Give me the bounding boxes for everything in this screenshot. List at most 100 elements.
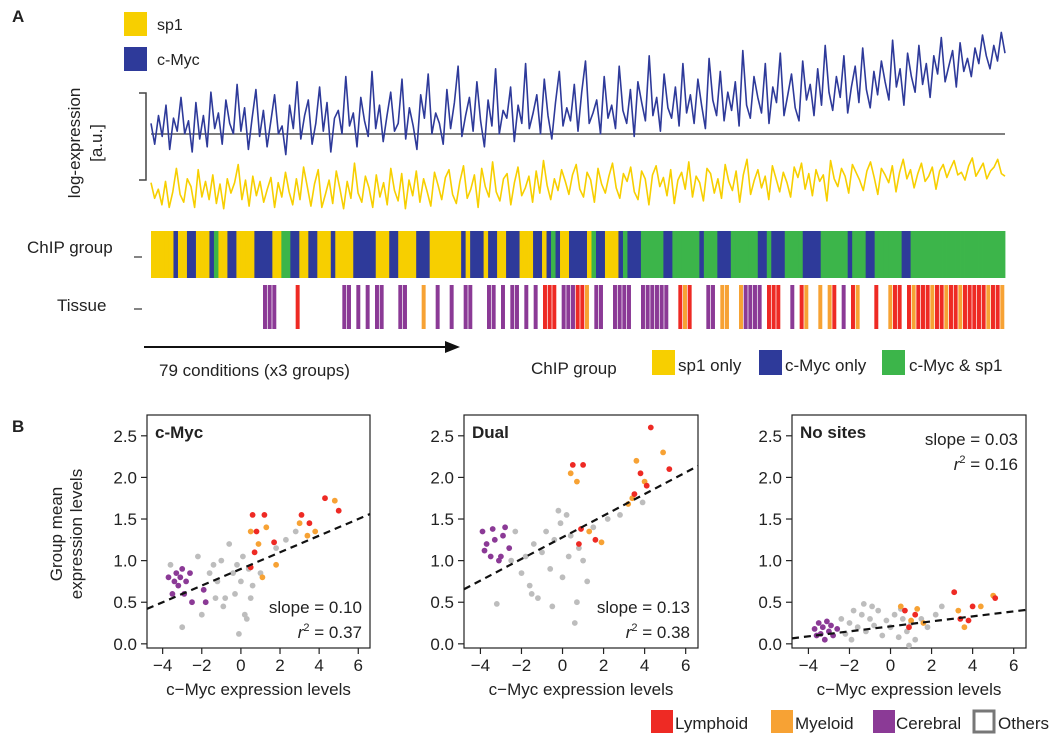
tissue-cell: [267, 285, 272, 329]
data-point: [508, 557, 515, 564]
tissue-strip: [263, 285, 1005, 329]
chip-cell: [528, 231, 534, 278]
x-tick-label: 0: [236, 656, 245, 675]
data-point: [218, 557, 225, 564]
chip-cell: [784, 231, 790, 278]
tissue-cell: [463, 285, 468, 329]
data-point: [226, 541, 233, 547]
data-point: [639, 499, 646, 506]
chip-cell: [218, 231, 224, 278]
chip-cell: [470, 231, 476, 278]
chip-cell: [838, 231, 844, 278]
data-point: [902, 607, 908, 614]
tissue-cell: [645, 285, 650, 329]
data-point: [549, 603, 556, 610]
data-point: [167, 561, 174, 568]
data-point: [179, 566, 186, 572]
data-point: [247, 595, 254, 601]
tissue-cell: [403, 285, 407, 329]
chip-cell: [582, 231, 588, 278]
panel-title: c-Myc: [155, 423, 203, 442]
chip-cell: [501, 231, 507, 278]
chip-cell: [573, 231, 579, 278]
chip-cell: [964, 231, 970, 278]
chip-cell: [600, 231, 606, 278]
chip-cell: [829, 231, 835, 278]
data-point: [879, 632, 886, 639]
tissue-cell: [650, 285, 655, 329]
tissue-cell: [776, 285, 781, 329]
chip-cell: [924, 231, 929, 278]
chip-cell: [213, 231, 219, 278]
chip-cell: [622, 231, 628, 278]
data-point: [924, 624, 931, 631]
panel-b-ylabel: Group mean expression levels: [47, 469, 86, 599]
chip-cell: [438, 231, 444, 278]
legend-swatch-cmyc: [124, 47, 147, 71]
data-point: [502, 524, 508, 531]
chip-cell: [362, 231, 368, 278]
chip-cell: [312, 231, 318, 278]
data-point: [253, 528, 260, 535]
chip-cell: [703, 231, 709, 278]
row-label-tissue: Tissue: [57, 296, 106, 315]
data-point: [567, 532, 574, 539]
chip-cell: [982, 231, 988, 278]
x-axis-label: c−Myc expression levels: [166, 680, 351, 699]
chip-cell: [420, 231, 426, 278]
chip-cell: [177, 231, 183, 278]
tissue-cell: [356, 285, 361, 329]
tissue-cell: [832, 285, 837, 329]
y-tick-label: 0.5: [113, 593, 137, 612]
data-point: [331, 497, 338, 504]
x-tick-label: 0: [886, 656, 895, 675]
chip-cell: [533, 231, 538, 278]
data-point: [259, 574, 266, 581]
data-point: [171, 578, 178, 585]
panel-b-ylabel-line1: Group mean: [47, 487, 66, 582]
y-tick-label: 0.0: [758, 635, 782, 654]
data-point: [617, 512, 623, 518]
data-point: [539, 549, 545, 556]
data-point: [955, 607, 962, 614]
panel-a-letter: A: [12, 7, 24, 26]
y-tick-label: 0.5: [430, 593, 454, 612]
x-tick-label: −4: [153, 656, 172, 675]
y-tick-label: 1.5: [113, 510, 137, 529]
data-point: [895, 634, 902, 641]
tissue-cell: [790, 285, 795, 329]
r2-label: r2 = 0.38: [626, 622, 690, 642]
chip-cell: [231, 231, 237, 278]
tissue-cell: [561, 285, 566, 329]
chip-cell: [411, 231, 417, 278]
fit-line: [146, 513, 371, 610]
data-point: [811, 626, 818, 632]
chip-cell: [726, 231, 732, 278]
data-point: [951, 589, 958, 596]
data-point: [222, 595, 229, 601]
chip-cell: [735, 231, 741, 278]
chip-cell: [771, 231, 777, 278]
chip-cell: [685, 231, 691, 278]
chip-cell: [870, 231, 876, 278]
chip-cell: [186, 231, 192, 278]
chip-cell: [775, 231, 781, 278]
chip-cell: [915, 231, 920, 278]
chip-cell: [497, 231, 502, 278]
data-point: [592, 536, 599, 543]
chip-group-strip: [151, 231, 1006, 278]
data-point: [238, 578, 244, 585]
tissue-cell: [874, 285, 879, 329]
data-point: [574, 478, 580, 485]
chip-cell: [276, 231, 282, 278]
chip-cell: [861, 231, 867, 278]
chip-cell: [910, 231, 916, 278]
chip-cell: [973, 231, 979, 278]
chip-legend-label-sp1: sp1 only: [678, 356, 742, 375]
chip-cell: [640, 231, 646, 278]
tissue-cell: [748, 285, 753, 329]
data-point: [891, 611, 898, 618]
chip-cell: [757, 231, 763, 278]
data-point: [283, 536, 289, 543]
series-line-cmyc: [150, 31, 1006, 156]
